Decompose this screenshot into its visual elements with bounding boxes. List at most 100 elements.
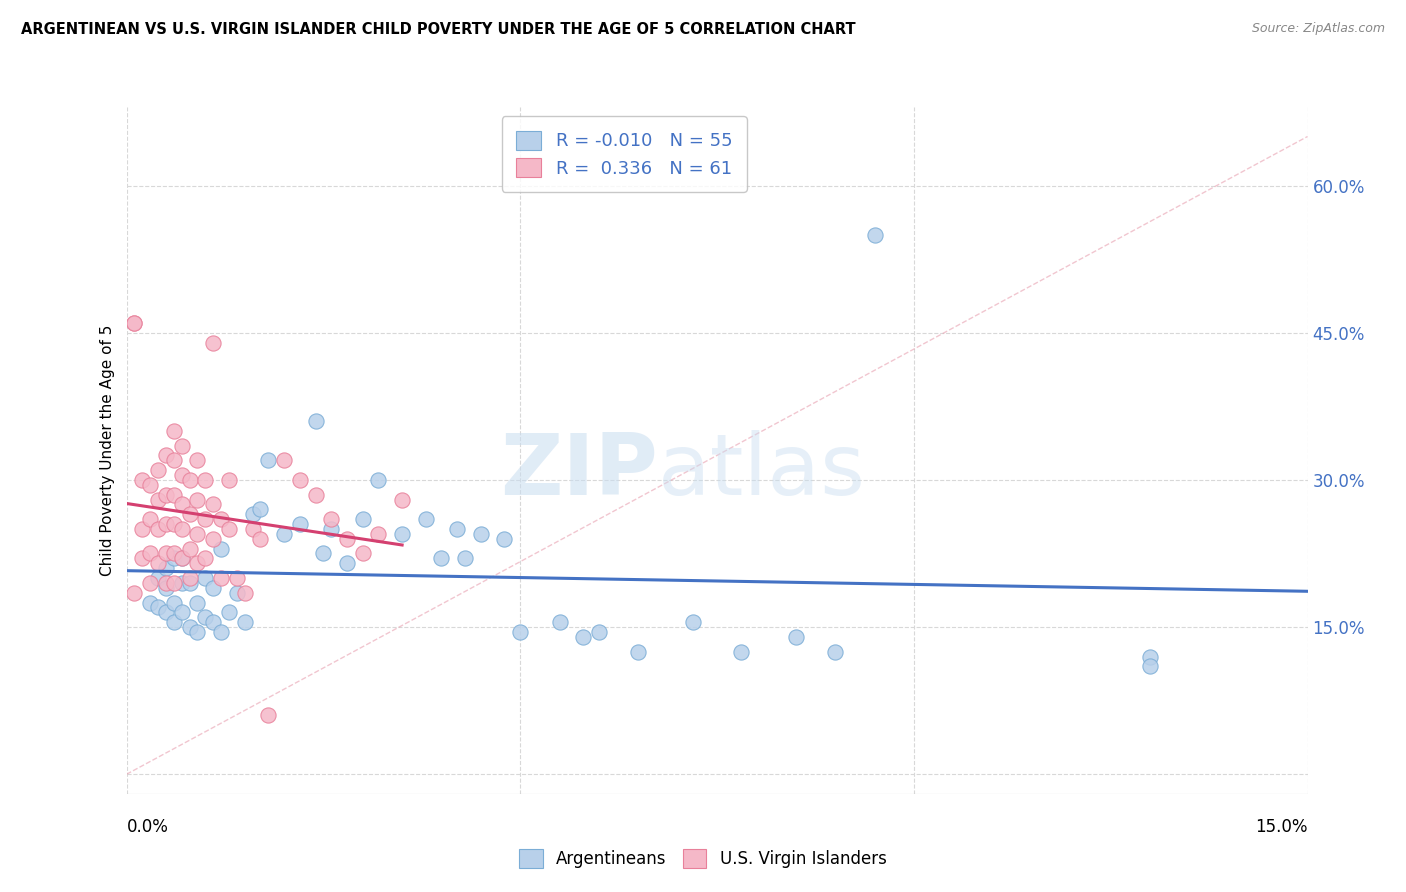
Point <box>202 581 225 595</box>
Point <box>202 335 225 350</box>
Point <box>588 624 610 639</box>
Point <box>170 468 193 483</box>
Text: ZIP: ZIP <box>501 430 658 513</box>
Point <box>336 532 359 546</box>
Point <box>225 586 247 600</box>
Point <box>139 478 162 492</box>
Point <box>163 424 186 438</box>
Point <box>194 512 217 526</box>
Point <box>249 532 271 546</box>
Point <box>494 532 516 546</box>
Point <box>179 541 201 556</box>
Point <box>155 581 177 595</box>
Point <box>186 557 208 571</box>
Point <box>209 571 232 585</box>
Point <box>273 526 295 541</box>
Point <box>163 488 186 502</box>
Point <box>139 546 162 561</box>
Point <box>304 414 326 428</box>
Point <box>446 522 468 536</box>
Point <box>430 551 453 566</box>
Point <box>218 605 240 619</box>
Point <box>163 615 186 630</box>
Point <box>163 596 186 610</box>
Point <box>170 498 193 512</box>
Y-axis label: Child Poverty Under the Age of 5: Child Poverty Under the Age of 5 <box>100 325 115 576</box>
Point <box>186 453 208 467</box>
Point <box>1139 659 1161 673</box>
Point <box>218 522 240 536</box>
Point <box>163 546 186 561</box>
Point <box>249 502 271 516</box>
Point <box>202 615 225 630</box>
Point <box>304 488 326 502</box>
Point <box>785 630 807 644</box>
Point <box>218 473 240 487</box>
Point <box>163 576 186 591</box>
Point <box>1139 649 1161 664</box>
Point <box>391 526 413 541</box>
Point <box>170 551 193 566</box>
Text: Source: ZipAtlas.com: Source: ZipAtlas.com <box>1251 22 1385 36</box>
Point <box>186 596 208 610</box>
Point <box>139 576 162 591</box>
Point <box>242 522 264 536</box>
Point <box>391 492 413 507</box>
Point <box>336 557 359 571</box>
Point <box>202 498 225 512</box>
Point <box>146 557 169 571</box>
Point <box>179 473 201 487</box>
Point <box>131 473 153 487</box>
Point <box>179 620 201 634</box>
Point <box>288 517 311 532</box>
Point <box>470 526 492 541</box>
Point <box>186 526 208 541</box>
Point <box>194 473 217 487</box>
Point <box>170 551 193 566</box>
Point <box>124 586 146 600</box>
Point <box>179 507 201 521</box>
Point <box>146 522 169 536</box>
Point <box>454 551 477 566</box>
Point <box>233 615 256 630</box>
Point <box>194 551 217 566</box>
Point <box>155 517 177 532</box>
Point <box>415 512 437 526</box>
Point <box>824 644 846 658</box>
Point <box>124 316 146 330</box>
Point <box>170 439 193 453</box>
Point <box>155 605 177 619</box>
Point <box>194 571 217 585</box>
Point <box>131 522 153 536</box>
Point <box>273 453 295 467</box>
Point <box>367 526 389 541</box>
Legend: R = -0.010   N = 55, R =  0.336   N = 61: R = -0.010 N = 55, R = 0.336 N = 61 <box>502 116 747 192</box>
Point <box>509 624 531 639</box>
Text: 0.0%: 0.0% <box>127 819 169 837</box>
Point <box>170 522 193 536</box>
Point <box>170 576 193 591</box>
Point <box>730 644 752 658</box>
Point <box>131 551 153 566</box>
Point <box>321 522 343 536</box>
Point <box>352 512 374 526</box>
Point <box>312 546 335 561</box>
Text: ARGENTINEAN VS U.S. VIRGIN ISLANDER CHILD POVERTY UNDER THE AGE OF 5 CORRELATION: ARGENTINEAN VS U.S. VIRGIN ISLANDER CHIL… <box>21 22 856 37</box>
Point <box>233 586 256 600</box>
Point <box>257 453 280 467</box>
Point <box>627 644 650 658</box>
Point <box>155 561 177 575</box>
Point <box>288 473 311 487</box>
Point <box>186 492 208 507</box>
Point <box>124 316 146 330</box>
Point <box>242 507 264 521</box>
Point <box>209 541 232 556</box>
Point <box>548 615 571 630</box>
Point <box>163 517 186 532</box>
Point <box>163 551 186 566</box>
Point <box>225 571 247 585</box>
Point <box>139 512 162 526</box>
Point <box>146 492 169 507</box>
Text: 15.0%: 15.0% <box>1256 819 1308 837</box>
Point <box>682 615 704 630</box>
